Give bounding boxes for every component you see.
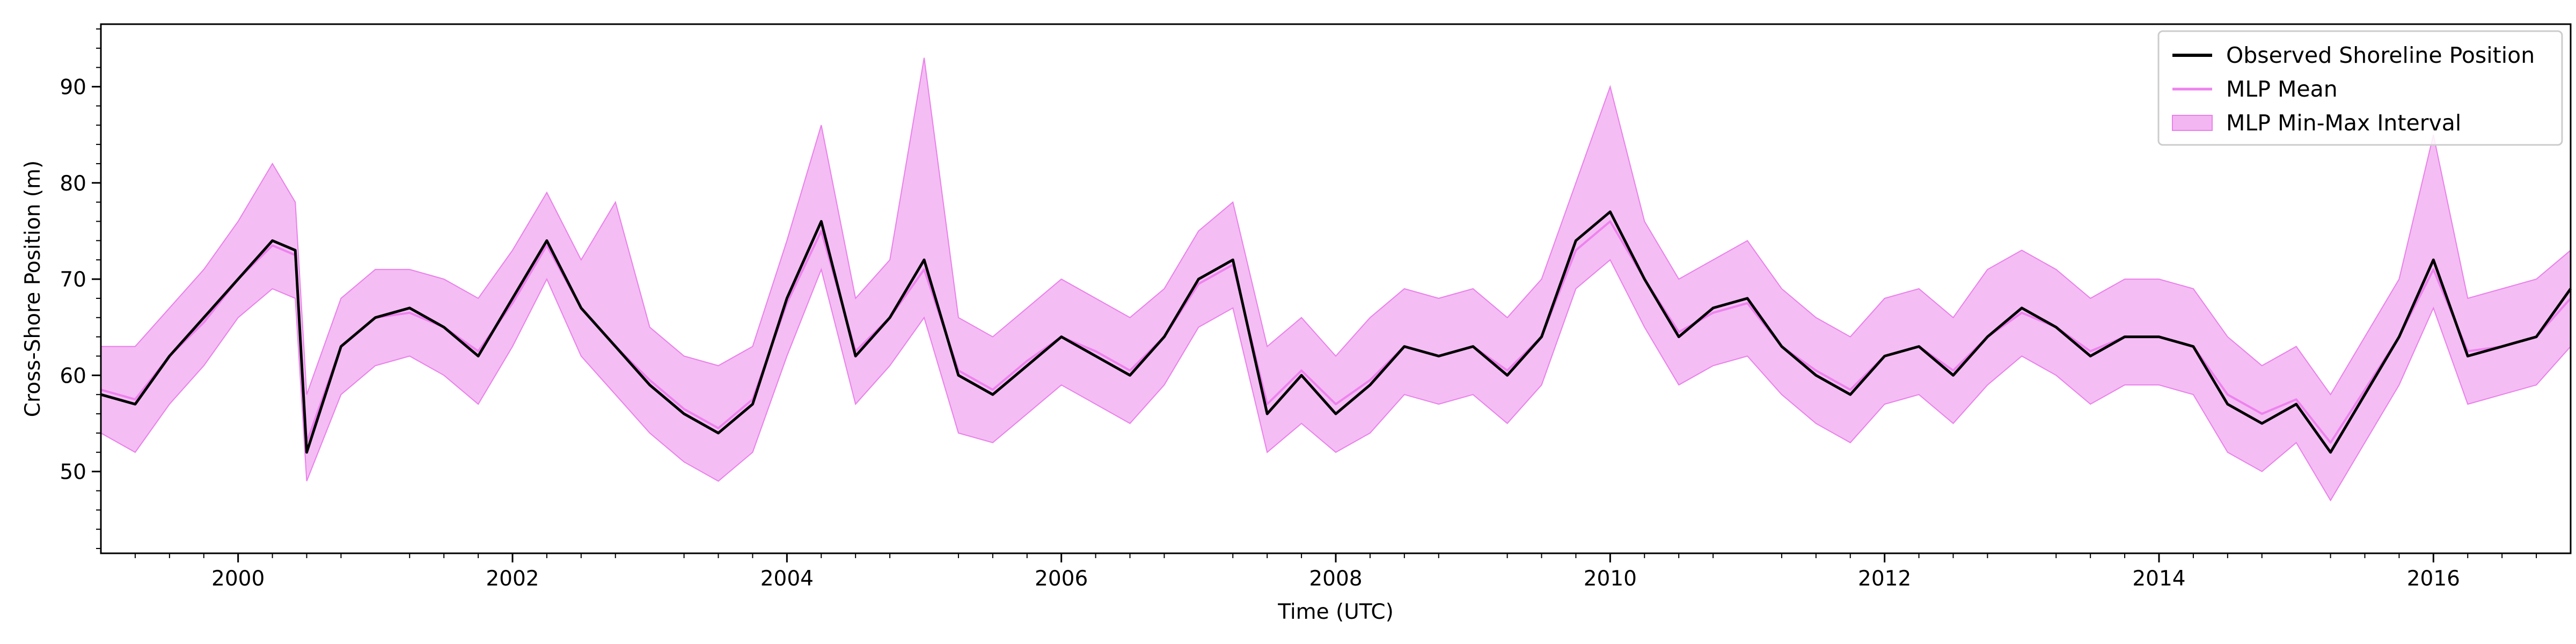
- x-tick-label: 2004: [760, 567, 814, 591]
- legend-label: MLP Mean: [2226, 76, 2338, 102]
- y-axis-label: Cross-Shore Position (m): [21, 160, 45, 418]
- y-tick-label: 70: [60, 268, 86, 292]
- x-axis-label: Time (UTC): [1277, 600, 1394, 624]
- y-tick-label: 60: [60, 364, 86, 388]
- x-tick-label: 2014: [2132, 567, 2185, 591]
- legend-label: Observed Shoreline Position: [2226, 42, 2535, 68]
- x-tick-label: 2016: [2407, 567, 2460, 591]
- x-tick-label: 2012: [1858, 567, 1911, 591]
- x-axis: 2000 2002 2004 2006 2008 2010 2012 2014 2016: [134, 553, 2537, 591]
- legend-frame: [2157, 30, 2563, 146]
- x-tick-label: 2006: [1035, 567, 1088, 591]
- x-tick-label: 2000: [211, 567, 265, 591]
- legend-label: MLP Min-Max Interval: [2226, 110, 2461, 136]
- legend-swatch: [2172, 115, 2213, 131]
- observed-line: [100, 210, 2572, 454]
- x-tick-label: 2008: [1309, 567, 1362, 591]
- x-tick-label: 2010: [1584, 567, 1637, 591]
- y-tick-label: 90: [60, 76, 86, 100]
- x-tick-label: 2002: [486, 567, 539, 591]
- y-tick-label: 80: [60, 172, 86, 196]
- legend: Observed Shoreline Position MLP Mean MLP M…: [2157, 30, 2563, 146]
- y-tick-label: 50: [60, 460, 86, 485]
- y-axis: 50 60 70 80 90: [60, 28, 101, 550]
- observed-layer: [100, 210, 2572, 454]
